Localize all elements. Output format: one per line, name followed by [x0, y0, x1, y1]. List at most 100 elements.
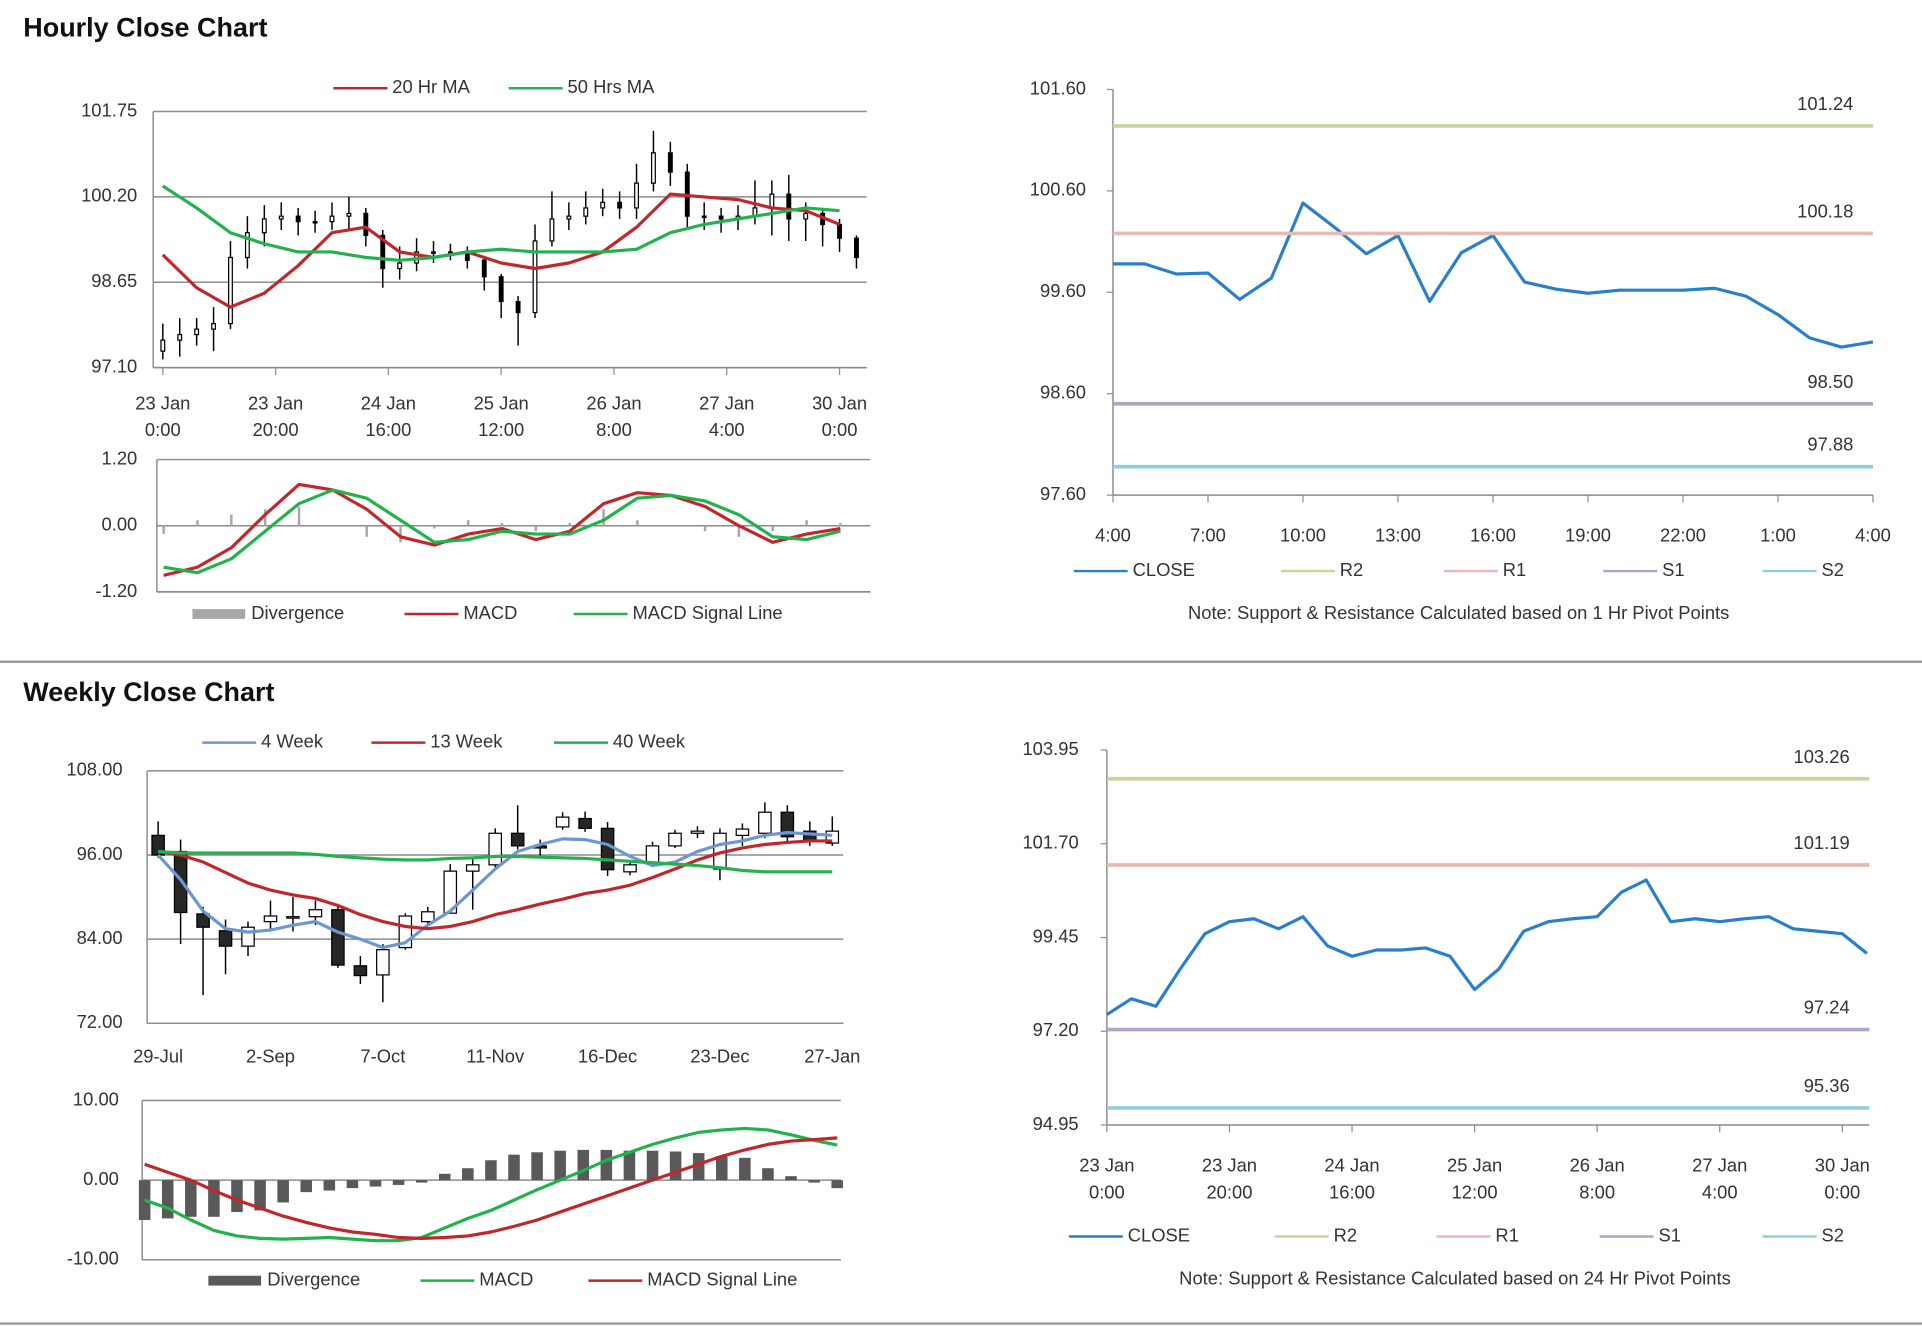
divergence-bar	[808, 1180, 820, 1183]
divergence-bar	[254, 1180, 266, 1211]
candle-body	[690, 830, 705, 834]
y-tick-label: 98.60	[1040, 382, 1086, 403]
series-line	[163, 482, 841, 577]
divergence-bar	[369, 1180, 382, 1187]
x-tick-label: 16-Dec	[578, 1045, 637, 1066]
divergence-bar	[839, 522, 842, 526]
legend-label: 20 Hr MA	[392, 76, 470, 97]
candle-body	[769, 193, 775, 209]
divergence-bar	[300, 1180, 313, 1193]
x-tick-label: 22:00	[1660, 525, 1706, 546]
y-tick-label: 72.00	[77, 1011, 123, 1032]
divergence-bar	[568, 522, 571, 526]
divergence-bar	[185, 1180, 197, 1217]
y-tick-label: 97.20	[1033, 1019, 1079, 1040]
divergence-bar	[162, 525, 165, 535]
level-label: 97.88	[1807, 434, 1853, 455]
x-tick-label: 30 Jan	[1815, 1155, 1870, 1176]
divergence-bar	[415, 1180, 428, 1183]
legend-label: Divergence	[251, 602, 344, 623]
divergence-bar	[500, 522, 504, 526]
y-tick-label: 97.10	[91, 356, 137, 377]
x-tick-label: 25 Jan	[474, 392, 529, 413]
legend-label: MACD Signal Line	[647, 1269, 797, 1290]
y-tick-label: 10.00	[73, 1088, 119, 1109]
level-label: 95.36	[1804, 1075, 1850, 1096]
candle-body	[278, 215, 284, 220]
divergence-bar	[323, 1180, 336, 1191]
divergence-bar	[831, 1180, 843, 1189]
candle-body	[177, 333, 183, 341]
divergence-bar	[623, 1150, 636, 1181]
candle-body	[346, 212, 352, 217]
y-tick-label: 100.60	[1030, 179, 1086, 200]
candle-body	[376, 949, 390, 976]
x-tick-label: 12:00	[478, 419, 524, 440]
legend-swatch	[192, 609, 246, 619]
candle-body	[397, 262, 403, 270]
x-tick-label: 23 Jan	[1079, 1155, 1134, 1176]
y-tick-label: 1.20	[102, 447, 138, 468]
candle-body	[443, 870, 458, 914]
y-tick-label: 99.60	[1040, 280, 1086, 301]
divergence-bar	[737, 525, 741, 537]
candle-body	[825, 830, 840, 844]
candle-body	[803, 212, 809, 220]
series-line	[156, 831, 833, 950]
candle-body	[549, 218, 555, 242]
legend-label: S1	[1662, 559, 1684, 580]
candle-body	[650, 152, 656, 184]
candle-body	[498, 276, 504, 303]
divergence-bar	[438, 1173, 451, 1181]
legend-label: MACD	[463, 602, 517, 623]
y-tick-label: 101.75	[81, 99, 137, 120]
divergence-bar	[231, 1180, 243, 1213]
candle-body	[515, 300, 521, 314]
x-tick-label: 20:00	[1206, 1182, 1252, 1203]
divergence-bar	[669, 1151, 682, 1181]
level-label: 101.24	[1797, 93, 1853, 114]
candle-body	[555, 816, 570, 828]
legend-label: CLOSE	[1128, 1224, 1190, 1245]
level-label: 97.24	[1804, 997, 1850, 1018]
candle-body	[465, 864, 480, 872]
candle-body	[578, 817, 592, 829]
candle-body	[420, 911, 435, 923]
divergence-bar	[196, 520, 199, 526]
divergence-bar	[263, 509, 267, 526]
x-tick-label: 12:00	[1452, 1182, 1498, 1203]
divergence-bar	[692, 1153, 705, 1181]
x-tick-label: 20:00	[253, 419, 299, 440]
legend-label: R1	[1503, 559, 1527, 580]
divergence-bar	[762, 1168, 774, 1181]
divergence-bar	[602, 509, 605, 526]
series-line	[161, 192, 841, 309]
divergence-bar	[508, 1154, 520, 1181]
candle-body	[617, 201, 623, 209]
x-tick-label: 2-Sep	[246, 1045, 295, 1066]
candle-body	[837, 223, 842, 239]
series-line	[144, 1126, 838, 1243]
candle-body	[196, 913, 210, 928]
x-tick-label: 24 Jan	[1324, 1155, 1379, 1176]
candle-body	[854, 237, 859, 259]
candle-body	[380, 234, 386, 270]
divergence-bar	[739, 1157, 751, 1181]
candle-body	[329, 215, 335, 223]
candle-body	[244, 232, 250, 259]
x-tick-label: 11-Nov	[466, 1045, 525, 1066]
series-line	[161, 184, 840, 262]
divergence-bar	[346, 1180, 359, 1189]
candle-body	[667, 152, 673, 173]
x-tick-label: 7-Oct	[360, 1045, 405, 1066]
x-tick-label: 8:00	[1579, 1182, 1615, 1203]
divergence-bar	[534, 525, 538, 532]
candle-body	[668, 832, 682, 847]
y-tick-label: 0.00	[102, 514, 138, 535]
legend-label: S2	[1821, 1224, 1843, 1245]
candle-body	[211, 322, 217, 330]
divergence-bar	[392, 1180, 405, 1185]
divergence-bar	[138, 1180, 151, 1220]
x-tick-label: 0:00	[1089, 1182, 1125, 1203]
